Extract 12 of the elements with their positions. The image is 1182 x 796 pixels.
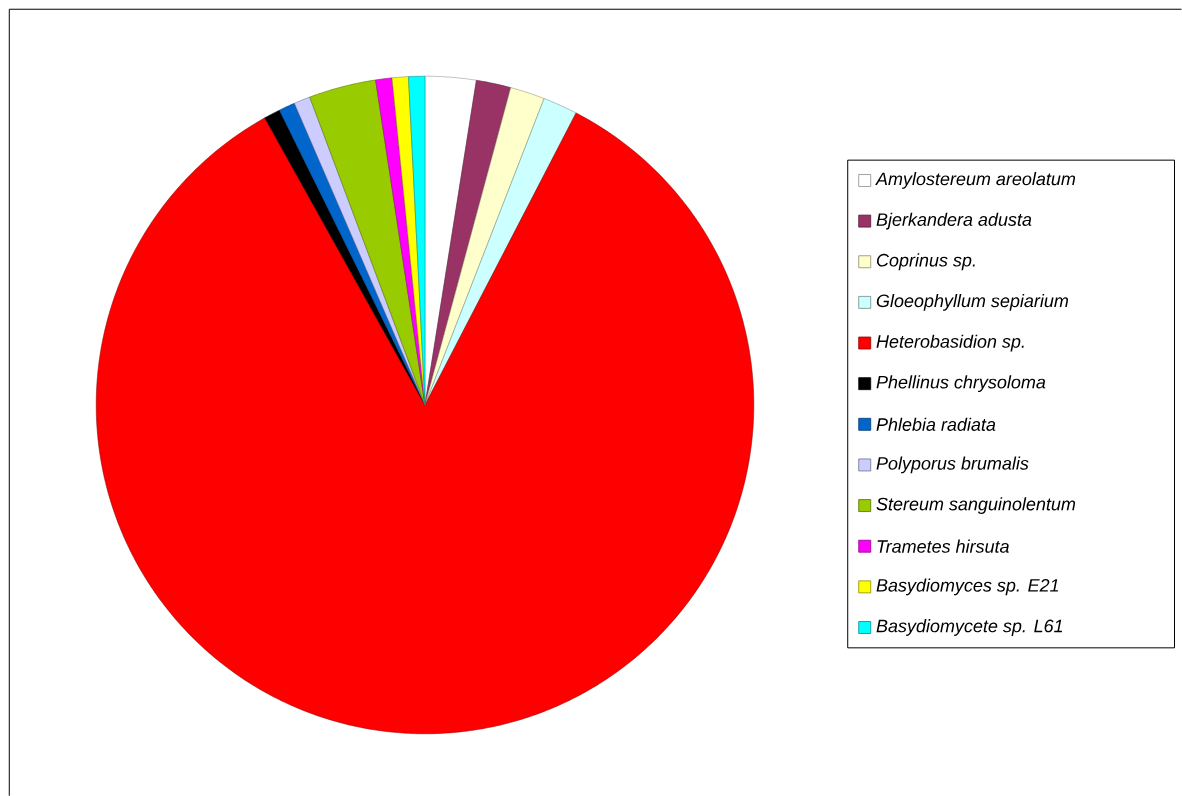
legend-label: Phlebia radiata [876, 417, 996, 431]
legend-label: Stereum sanguinolentum [876, 497, 1076, 514]
legend-label: Basydiomycete sp. L61 [876, 619, 1063, 636]
legend-label: Polyporus brumalis [876, 456, 1029, 474]
legend-label: Heterobasidion sp. [876, 334, 1024, 352]
legend-label: Basydiomyces sp. E21 [876, 578, 1059, 596]
legend-label: Coprinus sp. [876, 253, 975, 271]
legend-label: Phellinus chrysoloma [876, 375, 1046, 392]
legend-label: Bjerkandera adusta [876, 212, 1032, 230]
legend-label: Gloeophyllum sepiarium [876, 293, 1069, 311]
legend-label: Trametes hirsuta [877, 539, 1009, 553]
legend-label: Amylostereum areolatum [875, 171, 1076, 189]
